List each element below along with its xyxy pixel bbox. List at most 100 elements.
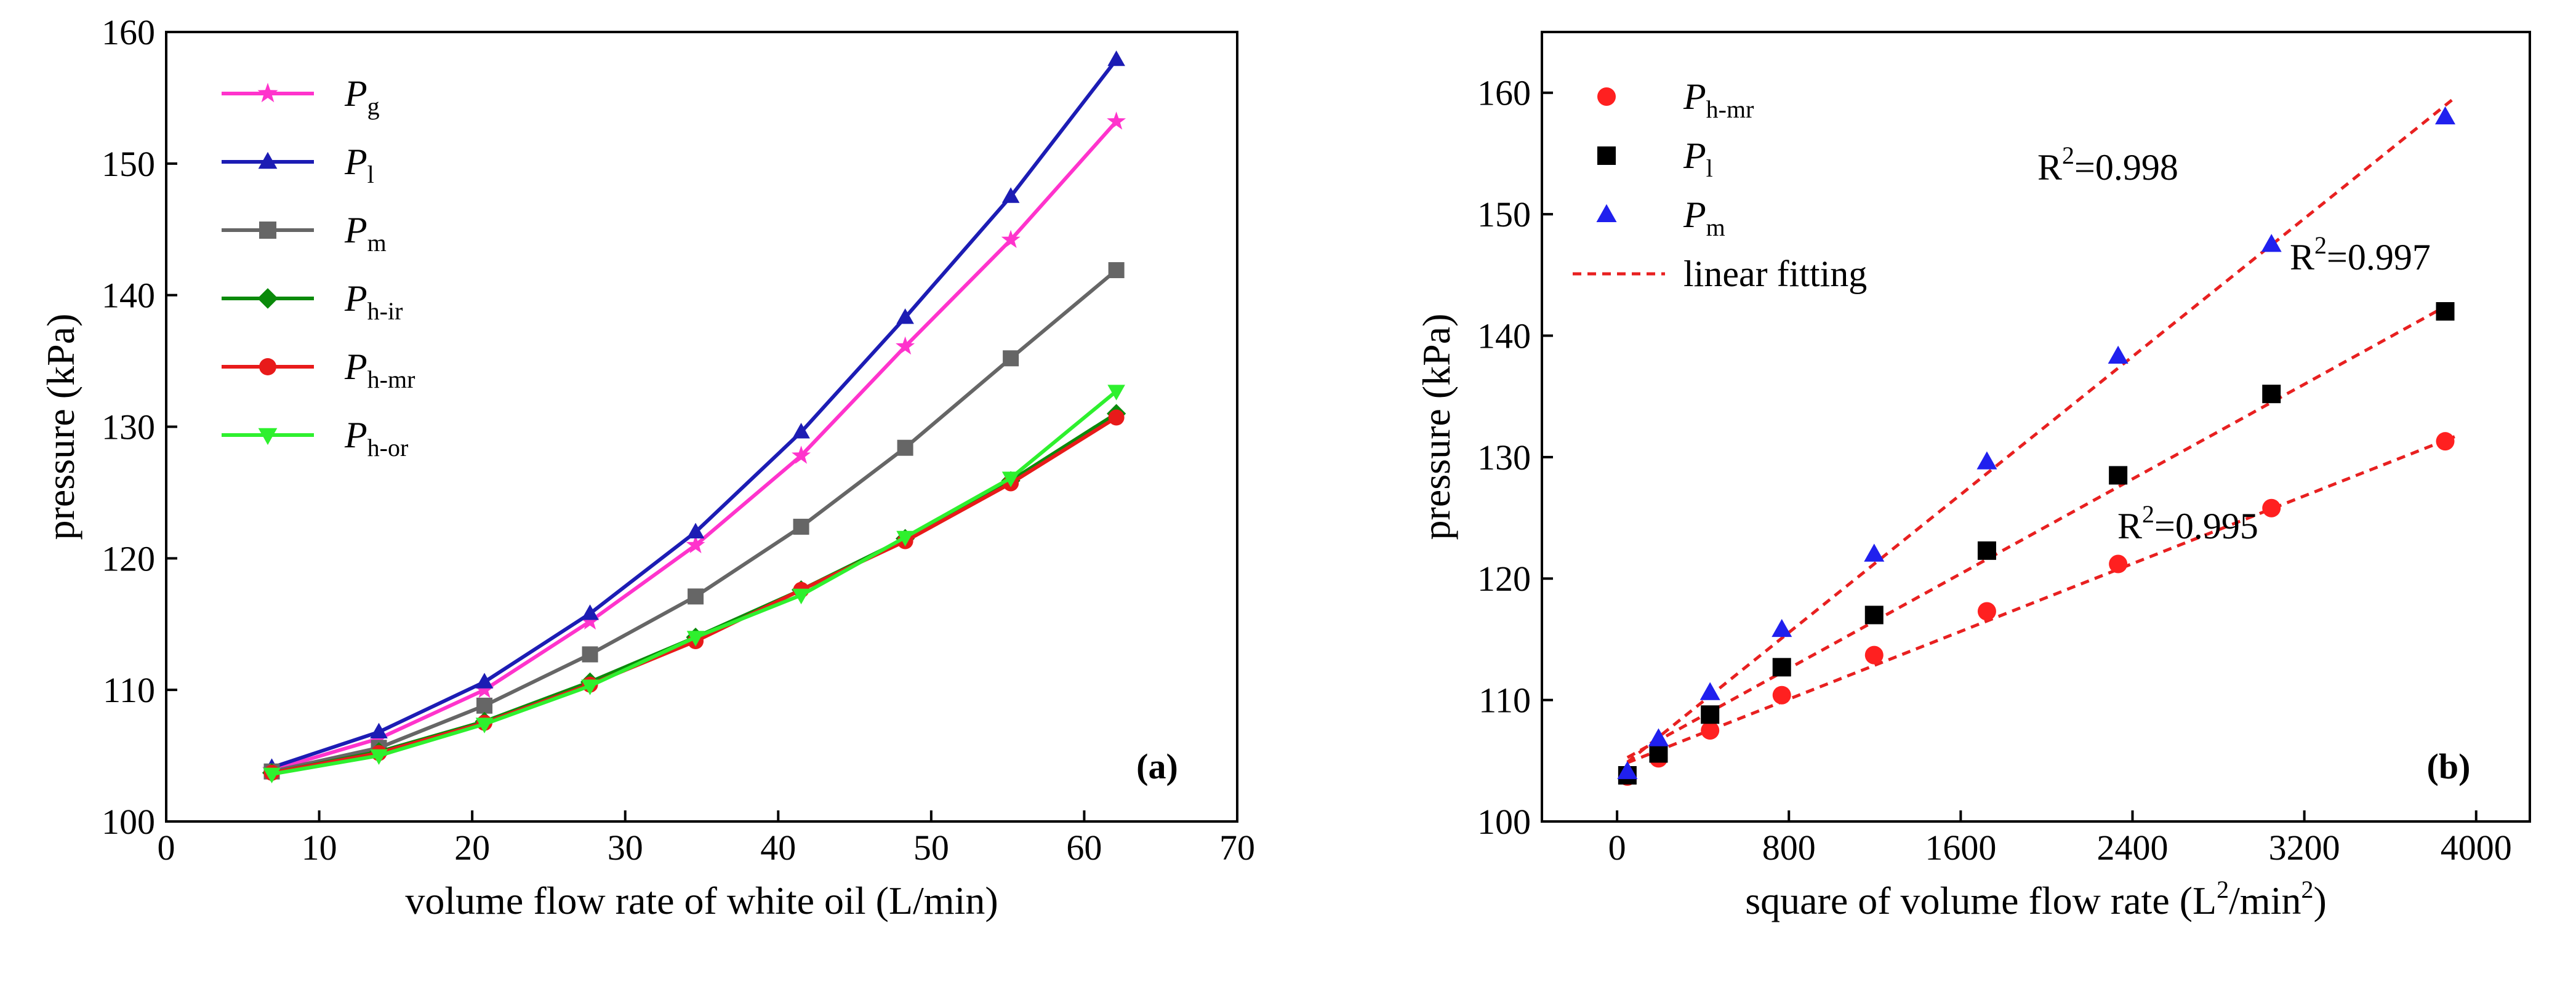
legend-entry-m-part-1: m bbox=[1706, 214, 1725, 241]
chart-panel-b: 0 800 1600 2400 3200 4000 100 110 120 130 140 150 16… bbox=[1414, 31, 2531, 922]
legend-fit-label: linear fitting bbox=[1683, 254, 1867, 294]
legend-entry-h-mr-part-0: P bbox=[344, 346, 367, 387]
data-point-h-or bbox=[263, 767, 281, 783]
legend-marker bbox=[257, 82, 278, 103]
data-point-h-mr bbox=[1772, 685, 1791, 705]
data-point-l bbox=[1649, 744, 1668, 763]
x-tick-label: 70 bbox=[1219, 828, 1255, 868]
legend-entry-h-ir-part-0: P bbox=[344, 278, 367, 319]
data-point-l bbox=[2436, 302, 2455, 321]
legend-entry-l-part-1: l bbox=[367, 161, 374, 188]
legend-entry-h-or-part-0: P bbox=[344, 415, 367, 455]
r2-annotation-l-part-1: 2 bbox=[2314, 231, 2327, 259]
data-point-h-or bbox=[896, 530, 914, 547]
legend-entry-l: Pl bbox=[344, 142, 374, 188]
data-point-h-or bbox=[581, 679, 599, 695]
legend-entry-m-part-1: m bbox=[367, 229, 387, 257]
x-tick-label: 30 bbox=[608, 828, 643, 868]
data-point-m bbox=[2108, 345, 2129, 364]
x-tick-label: 2400 bbox=[2097, 828, 2169, 868]
data-point-l bbox=[686, 522, 705, 538]
y-tick-label: 120 bbox=[102, 538, 155, 578]
data-point-m bbox=[1864, 543, 1885, 562]
r2-annotation-l-part-2: =0.997 bbox=[2327, 237, 2431, 278]
x-axis-title-part-3: 2 bbox=[2301, 876, 2313, 903]
plot-frame bbox=[165, 31, 1238, 823]
y-tick-label: 130 bbox=[102, 407, 155, 447]
legend-marker bbox=[258, 151, 278, 169]
data-point-m bbox=[476, 697, 493, 714]
series-line-m bbox=[271, 268, 1118, 773]
legend-entry-g-part-1: g bbox=[367, 92, 380, 120]
data-point-m bbox=[2435, 106, 2456, 125]
legend-entry-m-part-0: P bbox=[344, 210, 367, 250]
y-tick-label: 100 bbox=[102, 802, 155, 842]
legend-entry-h-or-part-1: h-or bbox=[367, 434, 409, 462]
x-tick-label: 1600 bbox=[1925, 828, 1996, 868]
legend-marker bbox=[259, 222, 276, 239]
y-tick-label: 100 bbox=[1477, 802, 1531, 842]
x-tick-label: 4000 bbox=[2441, 828, 2512, 868]
legend-marker bbox=[258, 428, 278, 446]
legend-entry-h-mr: Ph-mr bbox=[344, 346, 415, 393]
fit-line-h-mr bbox=[1626, 435, 2455, 764]
plot-frame bbox=[1541, 31, 2531, 823]
x-tick-label: 50 bbox=[913, 828, 949, 868]
r2-annotation-h-mr-part-0: R bbox=[2117, 506, 2142, 546]
r2-annotation-h-mr-part-1: 2 bbox=[2142, 500, 2154, 528]
x-tick-label: 40 bbox=[760, 828, 796, 868]
legend-entry-h-mr-part-1: h-mr bbox=[1706, 95, 1754, 123]
data-point-h-or bbox=[475, 717, 494, 733]
legend-entry-h-or: Ph-or bbox=[344, 415, 408, 462]
data-point-l bbox=[1107, 50, 1125, 66]
data-point-l bbox=[1772, 658, 1791, 677]
data-point-h-or bbox=[792, 588, 810, 605]
x-axis-title: volume flow rate of white oil (L/min) bbox=[405, 879, 998, 922]
data-point-m bbox=[1699, 682, 1720, 700]
data-point-h-mr bbox=[2436, 432, 2455, 451]
y-axis-title: pressure (kPa) bbox=[1414, 314, 1458, 540]
data-point-l bbox=[581, 604, 599, 620]
fit-line-l bbox=[1626, 300, 2456, 759]
data-point-g bbox=[896, 336, 915, 355]
chart-panel-a: 0 10 20 30 40 50 60 70 100 110 120 130 140 150 160 volu… bbox=[39, 12, 1255, 922]
data-point-l bbox=[896, 308, 914, 324]
data-point-l bbox=[370, 722, 388, 738]
r2-annotation-l: R2=0.997 bbox=[2290, 231, 2431, 278]
r2-annotation-m: R2=0.998 bbox=[2037, 142, 2178, 188]
data-point-m bbox=[2261, 234, 2282, 252]
data-point-m bbox=[897, 439, 913, 456]
y-tick-label: 120 bbox=[1477, 559, 1531, 599]
legend-entry-m: Pm bbox=[344, 210, 387, 257]
x-tick-label: 10 bbox=[302, 828, 337, 868]
x-tick-label: 20 bbox=[454, 828, 490, 868]
legend-entry-h-ir: Ph-ir bbox=[344, 278, 403, 325]
data-point-h-mr bbox=[1701, 721, 1720, 740]
fit-line-m bbox=[1626, 97, 2456, 764]
y-tick-label: 160 bbox=[1477, 73, 1531, 113]
data-point-m bbox=[1003, 350, 1019, 367]
legend-entry-l-part-0: P bbox=[1683, 135, 1706, 176]
x-axis-title: square of volume flow rate (L2/min2) bbox=[1745, 876, 2327, 922]
legend-marker bbox=[1596, 204, 1617, 222]
legend-entry-h-mr: Ph-mr bbox=[1683, 76, 1754, 123]
data-point-l bbox=[1977, 541, 1996, 560]
x-tick-label: 800 bbox=[1762, 828, 1816, 868]
data-point-h-or bbox=[370, 749, 388, 765]
data-point-h-mr bbox=[1864, 645, 1884, 665]
y-tick-label: 110 bbox=[103, 670, 155, 710]
data-point-l bbox=[1864, 605, 1884, 625]
data-point-h-or bbox=[686, 631, 705, 647]
x-tick-label: 0 bbox=[1608, 828, 1626, 868]
legend-entry-h-mr-part-0: P bbox=[1683, 76, 1706, 117]
panel-label: (b) bbox=[2427, 746, 2471, 786]
x-tick-label: 60 bbox=[1066, 828, 1102, 868]
legend-entry-m: Pm bbox=[1683, 194, 1725, 241]
data-point-m bbox=[793, 519, 809, 535]
x-axis-title-part-4: ) bbox=[2313, 879, 2326, 922]
data-point-l bbox=[792, 423, 810, 439]
data-point-h-or bbox=[1001, 471, 1020, 487]
data-point-m bbox=[1648, 728, 1669, 746]
legend-entry-h-mr-part-1: h-mr bbox=[367, 366, 415, 393]
